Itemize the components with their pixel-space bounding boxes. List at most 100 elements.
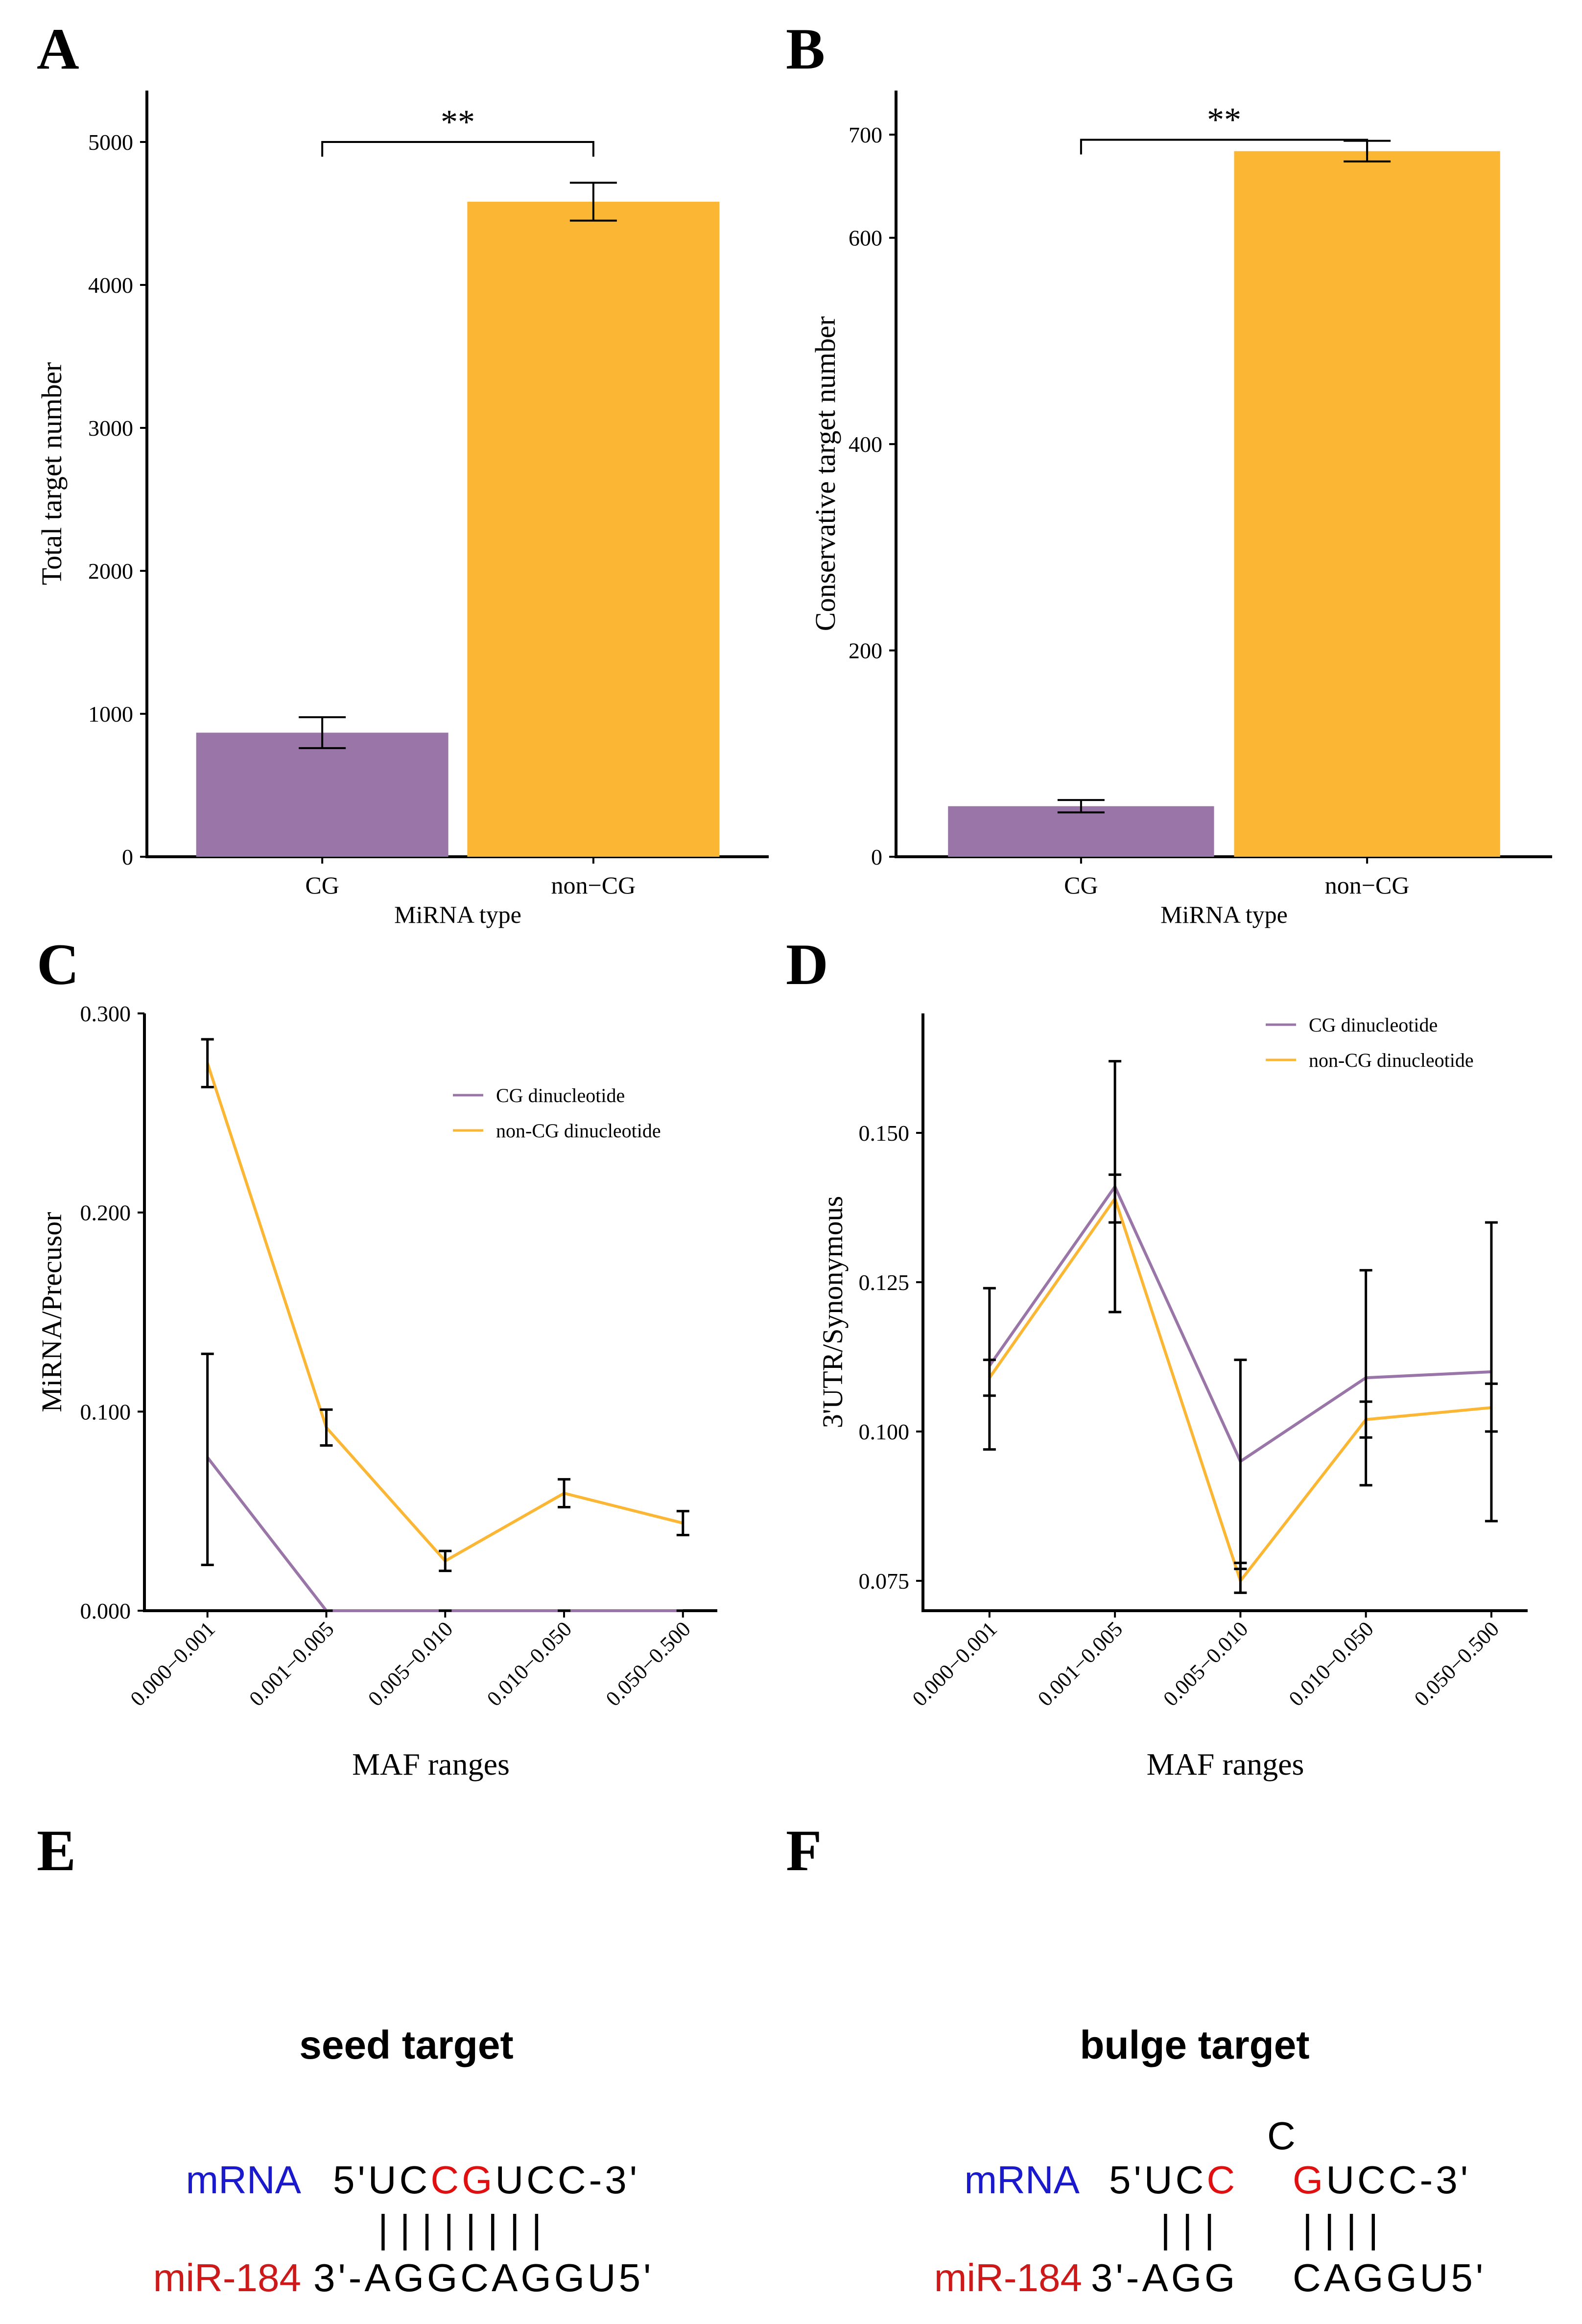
chart-c-y-ticks: 0.000 0.100 0.200 0.300 — [80, 1001, 144, 1623]
y-tick-label: 0.100 — [80, 1399, 131, 1424]
legend-label-non-cg: non-CG dinucleotide — [1309, 1049, 1474, 1071]
x-tick-label: 0.010−0.050 — [482, 1617, 576, 1711]
seed-mrna-label: mRNA — [186, 2158, 301, 2202]
y-tick-label: 200 — [849, 638, 882, 663]
chart-b-significance: ** — [1080, 101, 1369, 155]
total-target-bar-chart: 0 1000 2000 3000 4000 5000 CG non−CG ** MiRNA … — [36, 91, 769, 928]
significance-bracket — [321, 141, 594, 157]
chart-a-x-axis-label: MiRNA type — [394, 901, 521, 928]
utr-synonymous-line-chart: 0.075 0.100 0.125 0.150 0.000−0.001 0.001−0.… — [817, 1013, 1528, 1782]
legend-label-non-cg: non-CG dinucleotide — [496, 1120, 661, 1142]
y-tick-label: 0 — [871, 845, 882, 869]
chart-d-axes — [921, 1013, 1528, 1612]
panel-letter-a: A — [37, 16, 79, 81]
chart-b-bars — [948, 151, 1500, 857]
legend-label-cg: CG dinucleotide — [1309, 1014, 1438, 1036]
x-tick-label: 0.000−0.001 — [908, 1617, 1002, 1711]
seed-target-title: seed target — [299, 2023, 514, 2067]
bar-non-cg — [1234, 151, 1500, 857]
y-tick-label: 0.000 — [80, 1598, 131, 1623]
y-tick-label: 3000 — [88, 416, 133, 441]
y-tick-label: 2000 — [88, 559, 133, 584]
y-tick-label: 1000 — [88, 702, 133, 727]
bulge-nucleotide: C — [1267, 2114, 1296, 2158]
x-tick-label: 0.050−0.500 — [601, 1617, 695, 1711]
chart-a-y-axis-label: Total target number — [36, 362, 68, 586]
bar-non-cg — [467, 202, 720, 857]
x-tick-label: CG — [305, 871, 339, 899]
bulge-mrna-c: C — [1206, 2158, 1238, 2202]
x-tick-label: 0.001−0.005 — [244, 1617, 338, 1711]
chart-c-x-axis-label: MAF ranges — [352, 1747, 510, 1782]
chart-a-significance: ** — [321, 103, 594, 157]
y-tick-label: 0.150 — [859, 1121, 910, 1146]
panel-letter-f: F — [786, 1818, 822, 1883]
seed-mrna-sequence: 5'UCCGUCC-3' — [333, 2158, 640, 2202]
mirna-precursor-line-chart: 0.000 0.100 0.200 0.300 0.000−0.001 0.001−0.… — [36, 1001, 717, 1782]
y-tick-label: 5000 — [88, 130, 133, 155]
chart-d-y-axis-label: 3'UTR/Synonymous — [817, 1196, 849, 1429]
bulge-mir-right: CAGGU5' — [1293, 2256, 1486, 2300]
y-tick-label: 4000 — [88, 273, 133, 298]
y-tick-label: 0 — [122, 845, 133, 869]
x-tick-label: non−CG — [1325, 871, 1410, 899]
y-tick-label: 0.125 — [859, 1270, 910, 1295]
seed-mrna-prefix: 5'UC — [333, 2158, 430, 2202]
chart-c-error-bars — [201, 1038, 689, 1612]
bulge-mrna-right: GUCC-3' — [1293, 2158, 1471, 2202]
x-tick-label: 0.005−0.010 — [363, 1617, 457, 1711]
panel-letter-d: D — [786, 932, 828, 997]
chart-d-legend: CG dinucleotide non-CG dinucleotide — [1266, 1014, 1474, 1071]
chart-c-series-lines — [206, 1062, 684, 1612]
bulge-mir-label: miR-184 — [934, 2256, 1082, 2300]
seed-base-pairs: |||||||| — [378, 2207, 553, 2251]
y-tick-label: 0.075 — [859, 1569, 910, 1594]
x-tick-label: 0.001−0.005 — [1033, 1617, 1127, 1711]
seed-target-diagram: seed target mRNA 5'UCCGUCC-3' |||||||| m… — [153, 2023, 654, 2300]
chart-a-y-ticks: 0 1000 2000 3000 4000 5000 — [88, 130, 147, 869]
chart-c-x-ticks: 0.000−0.001 0.001−0.005 0.005−0.010 0.010−0… — [126, 1611, 695, 1711]
chart-b-x-axis-label: MiRNA type — [1160, 901, 1288, 928]
y-tick-label: 0.100 — [859, 1419, 910, 1444]
panel-letter-e: E — [37, 1818, 76, 1883]
bulge-mrna-label: mRNA — [964, 2158, 1080, 2202]
chart-a-x-ticks: CG non−CG — [305, 857, 636, 899]
x-tick-label: 0.010−0.050 — [1284, 1617, 1378, 1711]
series-line-cg — [206, 1456, 683, 1612]
chart-b-x-ticks: CG non−CG — [1064, 857, 1409, 899]
bulge-mir-left: 3'-AGG — [1091, 2256, 1238, 2300]
chart-c-y-axis-label: MiRNA/Precusor — [36, 1212, 68, 1412]
significance-bracket — [1080, 139, 1369, 155]
x-tick-label: 0.005−0.010 — [1158, 1617, 1252, 1711]
chart-b-y-ticks: 0 200 400 600 700 — [849, 122, 896, 869]
chart-c-legend: CG dinucleotide non-CG dinucleotide — [453, 1084, 661, 1142]
bulge-mrna-left: 5'UCC — [1109, 2158, 1238, 2202]
bar-cg — [948, 806, 1214, 857]
chart-d-x-ticks: 0.000−0.001 0.001−0.005 0.005−0.010 0.010−0… — [908, 1611, 1504, 1711]
chart-d-x-axis-label: MAF ranges — [1147, 1747, 1304, 1782]
y-tick-label: 0.300 — [80, 1001, 131, 1026]
bulge-mrna-suffix: UCC-3' — [1326, 2158, 1471, 2202]
bulge-mrna-prefix: 5'UC — [1109, 2158, 1206, 2202]
x-tick-label: 0.050−0.500 — [1410, 1617, 1504, 1711]
seed-mir-sequence: 3'-AGGCAGGU5' — [313, 2256, 654, 2300]
legend-label-cg: CG dinucleotide — [496, 1084, 625, 1106]
y-tick-label: 600 — [849, 226, 882, 251]
x-tick-label: non−CG — [551, 871, 636, 899]
seed-mrna-cg: CG — [430, 2158, 495, 2202]
y-tick-label: 0.200 — [80, 1200, 131, 1225]
y-tick-label: 700 — [849, 122, 882, 147]
chart-a-error-bars — [299, 182, 617, 750]
y-tick-label: 400 — [849, 432, 882, 457]
chart-d-y-ticks: 0.075 0.100 0.125 0.150 — [859, 1121, 923, 1594]
bulge-pairs-left: ||| — [1160, 2207, 1226, 2251]
bulge-mrna-g: G — [1293, 2158, 1326, 2202]
panel-letter-c: C — [37, 932, 79, 997]
bulge-target-diagram: bulge target C mRNA 5'UCC GUCC-3' ||| ||… — [934, 2023, 1486, 2300]
bulge-target-title: bulge target — [1080, 2023, 1309, 2067]
chart-c-axes — [143, 1013, 717, 1612]
x-tick-label: 0.000−0.001 — [126, 1617, 220, 1711]
significance-stars: ** — [1207, 101, 1241, 139]
chart-b-y-axis-label: Conservative target number — [809, 316, 841, 631]
